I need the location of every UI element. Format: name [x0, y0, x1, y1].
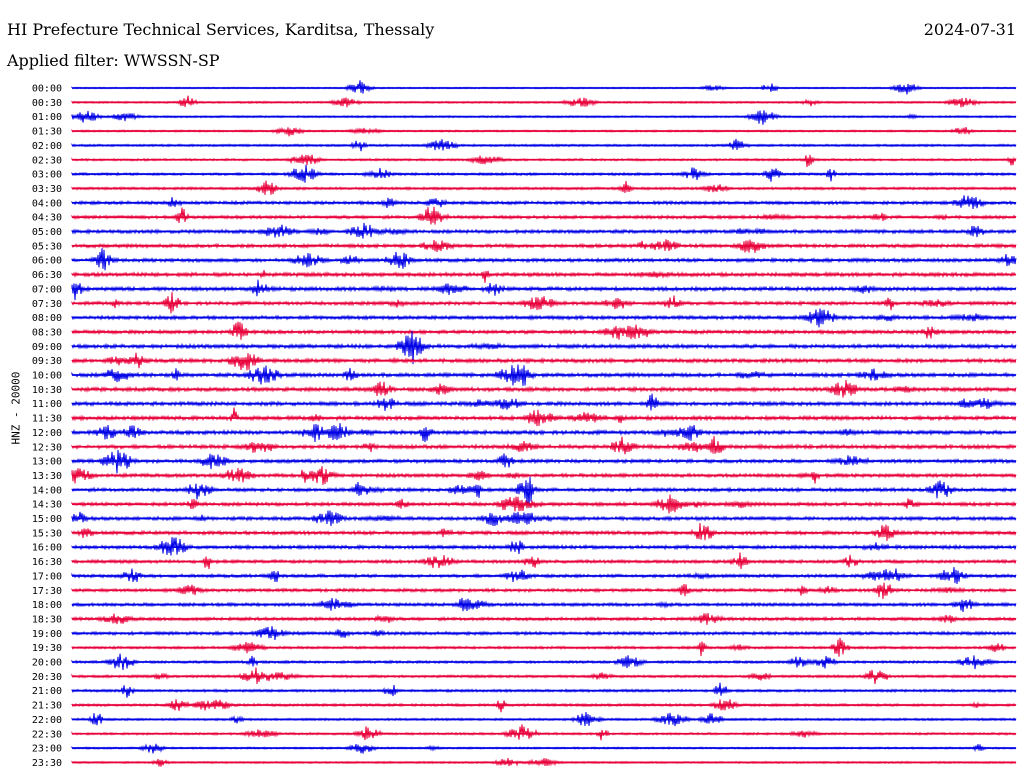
row-time-label: 10:30	[32, 385, 62, 396]
seismic-trace-row	[71, 110, 1017, 125]
row-time-label: 23:30	[32, 758, 62, 769]
row-time-label: 03:00	[32, 170, 62, 181]
row-time-label: 23:00	[32, 744, 62, 755]
seismic-trace-row	[71, 724, 1017, 741]
row-time-label: 02:30	[32, 155, 62, 166]
row-time-label: 06:30	[32, 270, 62, 281]
seismic-trace-row	[71, 321, 1017, 340]
trace-date: 2024-07-31	[923, 20, 1016, 39]
row-time-label: 15:00	[32, 514, 62, 525]
seismic-trace-row	[71, 435, 1017, 455]
seismic-trace-row	[71, 522, 1017, 541]
row-time-label: 16:30	[32, 557, 62, 568]
row-time-label: 04:30	[32, 213, 62, 224]
row-time-label: 18:30	[32, 614, 62, 625]
row-time-label: 08:30	[32, 327, 62, 338]
row-time-label: 12:00	[32, 428, 62, 439]
row-time-label: 05:00	[32, 227, 62, 238]
row-time-label: 13:30	[32, 471, 62, 482]
row-time-label: 13:00	[32, 457, 62, 468]
row-time-label: 16:00	[32, 543, 62, 554]
row-time-label: 18:00	[32, 600, 62, 611]
row-time-label: 20:00	[32, 658, 62, 669]
row-time-label: 15:30	[32, 528, 62, 539]
row-time-label: 09:30	[32, 356, 62, 367]
seismic-trace-row	[71, 248, 1017, 271]
row-time-label: 04:00	[32, 198, 62, 209]
row-time-label: 01:00	[32, 112, 62, 123]
row-time-label: 20:30	[32, 672, 62, 683]
row-time-label: 12:30	[32, 442, 62, 453]
seismic-trace-row	[71, 407, 1017, 427]
row-time-label: 11:00	[32, 399, 62, 410]
row-time-label: 00:00	[32, 84, 62, 95]
row-time-label: 05:30	[32, 241, 62, 252]
seismic-trace-row	[71, 154, 1017, 167]
row-time-label: 00:30	[32, 98, 62, 109]
row-time-label: 10:00	[32, 371, 62, 382]
row-time-label: 08:00	[32, 313, 62, 324]
row-time-label: 21:30	[32, 701, 62, 712]
row-time-label: 03:30	[32, 184, 62, 195]
row-time-label: 19:30	[32, 643, 62, 654]
row-time-label: 14:30	[32, 500, 62, 511]
station-title: HI Prefecture Technical Services, Kardit…	[7, 20, 435, 39]
row-time-label: 21:00	[32, 686, 62, 697]
seismic-trace-row	[71, 393, 1017, 411]
filter-label: Applied filter: WWSSN-SP	[7, 51, 220, 70]
row-time-label: 22:30	[32, 729, 62, 740]
row-time-label: 22:00	[32, 715, 62, 726]
row-time-label: 11:30	[32, 414, 62, 425]
row-time-label: 09:00	[32, 342, 62, 353]
row-time-label: 07:30	[32, 299, 62, 310]
seismic-trace-row	[71, 537, 1017, 556]
seismic-trace-row	[71, 206, 1017, 225]
row-time-label: 14:00	[32, 485, 62, 496]
row-time-label: 06:00	[32, 256, 62, 267]
row-time-label: 17:30	[32, 586, 62, 597]
row-time-label: 01:30	[32, 127, 62, 138]
seismic-trace-row	[71, 352, 1017, 371]
seismic-trace-row	[71, 95, 1017, 108]
row-time-label: 07:00	[32, 284, 62, 295]
seismic-trace-row	[71, 270, 1017, 283]
row-time-label: 17:00	[32, 571, 62, 582]
row-time-label: 19:00	[32, 629, 62, 640]
row-time-label: 02:00	[32, 141, 62, 152]
